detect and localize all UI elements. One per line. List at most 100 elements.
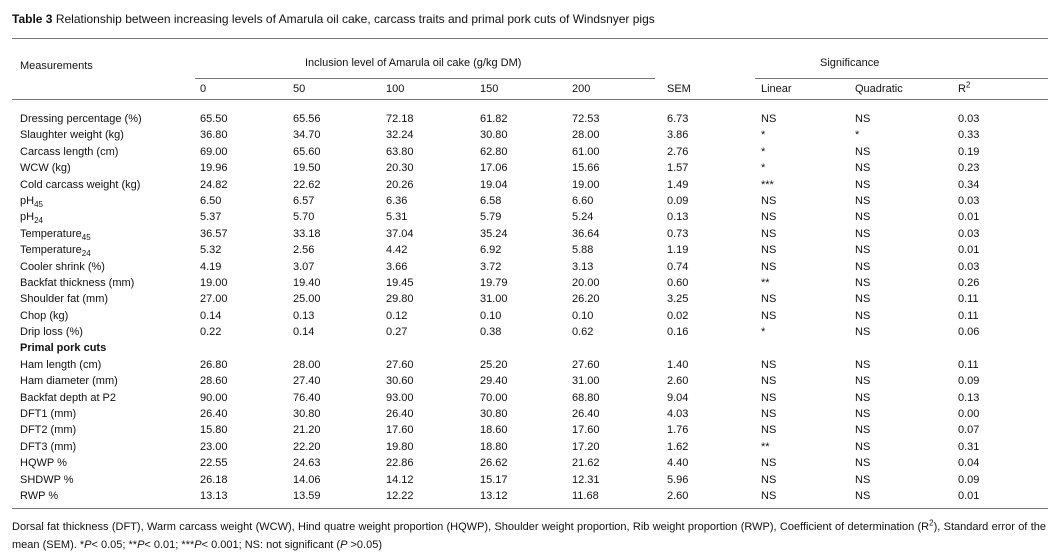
row-label-text: SHDWP % bbox=[20, 473, 74, 486]
row-label-text: Backfat depth at P2 bbox=[20, 391, 117, 404]
cell: 30.80 bbox=[480, 408, 508, 421]
r2-text: R bbox=[958, 83, 966, 95]
row-label-text: DFT3 (mm) bbox=[20, 440, 77, 453]
cell: NS bbox=[761, 489, 777, 502]
cell: 20.30 bbox=[386, 162, 414, 175]
footnote-italic: P bbox=[340, 539, 348, 551]
cell: 0.33 bbox=[958, 129, 980, 142]
cell: 24.63 bbox=[293, 457, 321, 470]
cell: 72.53 bbox=[572, 113, 600, 125]
cell: 0.01 bbox=[958, 211, 980, 224]
cell: 26.20 bbox=[572, 293, 600, 306]
cell: 36.57 bbox=[200, 227, 228, 240]
row-label-text: Shoulder fat (mm) bbox=[20, 293, 109, 306]
cell: 2.60 bbox=[667, 489, 689, 502]
cell: 28.00 bbox=[293, 358, 321, 371]
row-label-text: pH bbox=[20, 194, 35, 207]
header-cell: Significance bbox=[820, 57, 880, 69]
section-label: Primal pork cuts bbox=[20, 342, 107, 355]
header-cell: 100 bbox=[386, 83, 405, 95]
title-label: Table 3 bbox=[12, 12, 53, 26]
cell: 23.00 bbox=[200, 440, 228, 453]
cell: * bbox=[761, 145, 766, 158]
footnote-text: < 0.01; *** bbox=[144, 539, 195, 551]
cell: 2.56 bbox=[293, 244, 315, 257]
rule bbox=[755, 78, 1048, 79]
row-label: Backfat thickness (mm) bbox=[20, 276, 134, 290]
cell: 20.00 bbox=[572, 276, 600, 289]
header-cell: Measurements bbox=[20, 60, 93, 72]
footnote-italic: P bbox=[84, 539, 92, 551]
cell: 6.58 bbox=[480, 194, 502, 207]
cell: 0.03 bbox=[958, 113, 980, 125]
cell: 0.34 bbox=[958, 178, 980, 191]
cell: NS bbox=[855, 113, 871, 125]
row-label: Cold carcass weight (kg) bbox=[20, 178, 140, 192]
cell: 19.96 bbox=[200, 162, 228, 175]
cell: 29.80 bbox=[386, 293, 414, 306]
cell: 0.11 bbox=[958, 309, 979, 322]
row-label-text: Dressing percentage (%) bbox=[20, 113, 142, 125]
cell: 0.12 bbox=[386, 309, 408, 322]
row-label: Shoulder fat (mm) bbox=[20, 292, 108, 306]
cell: 27.40 bbox=[293, 375, 321, 388]
row-label: Backfat depth at P2 bbox=[20, 391, 116, 405]
row-label-text: Cold carcass weight (kg) bbox=[20, 178, 141, 191]
cell: 61.00 bbox=[572, 145, 600, 158]
cell: NS bbox=[855, 489, 871, 502]
cell: 6.60 bbox=[572, 194, 594, 207]
cell: 36.80 bbox=[200, 129, 228, 142]
cell: 19.00 bbox=[200, 276, 228, 289]
cell: NS bbox=[855, 358, 871, 371]
cell: 2.60 bbox=[667, 375, 689, 388]
header-cell: 0 bbox=[200, 83, 207, 95]
cell: NS bbox=[761, 408, 777, 421]
cell: 0.04 bbox=[958, 457, 980, 470]
cell: 13.12 bbox=[480, 489, 508, 502]
r2-sup: 2 bbox=[965, 80, 971, 90]
footnote-italic: P bbox=[194, 539, 202, 551]
cell: NS bbox=[855, 211, 871, 224]
cell: 0.73 bbox=[667, 227, 689, 240]
row-label: WCW (kg) bbox=[20, 161, 71, 175]
cell: 65.56 bbox=[293, 113, 321, 125]
cell: NS bbox=[761, 260, 777, 273]
row-label-text: WCW (kg) bbox=[20, 162, 71, 175]
row-label-text: Slaughter weight (kg) bbox=[20, 129, 124, 142]
cell: 27.60 bbox=[572, 358, 600, 371]
row-label: pH45 bbox=[20, 194, 43, 209]
cell: NS bbox=[761, 211, 777, 224]
row-label: RWP % bbox=[20, 489, 58, 503]
cell: 24.82 bbox=[200, 178, 228, 191]
cell: 12.22 bbox=[386, 489, 414, 502]
cell: 14.06 bbox=[293, 473, 321, 486]
cell: 4.42 bbox=[386, 244, 408, 257]
cell: NS bbox=[761, 358, 777, 371]
cell: 3.13 bbox=[572, 260, 594, 273]
footnote-sup: 2 bbox=[929, 518, 934, 528]
cell: 26.40 bbox=[572, 408, 600, 421]
cell: NS bbox=[855, 457, 871, 470]
row-label: Temperature24 bbox=[20, 243, 91, 258]
footnote-text: < 0.001; NS: not significant ( bbox=[201, 539, 341, 551]
cell: 26.18 bbox=[200, 473, 228, 486]
cell: 0.07 bbox=[958, 424, 980, 437]
cell: 27.60 bbox=[386, 358, 414, 371]
cell: 30.80 bbox=[293, 408, 321, 421]
cell: 27.00 bbox=[200, 293, 228, 306]
cell: 15.80 bbox=[200, 424, 228, 437]
row-label: HQWP % bbox=[20, 456, 67, 470]
cell: 5.96 bbox=[667, 473, 689, 486]
cell: 3.25 bbox=[667, 293, 689, 306]
row-label: pH24 bbox=[20, 210, 43, 225]
cell: 22.20 bbox=[293, 440, 321, 453]
cell: 0.10 bbox=[572, 309, 594, 322]
cell: NS bbox=[855, 424, 871, 437]
cell: 65.60 bbox=[293, 145, 321, 158]
cell: 76.40 bbox=[293, 391, 321, 404]
cell: 0.74 bbox=[667, 260, 689, 273]
cell: NS bbox=[855, 326, 871, 339]
cell: 0.01 bbox=[958, 489, 980, 502]
cell: 6.57 bbox=[293, 194, 315, 207]
